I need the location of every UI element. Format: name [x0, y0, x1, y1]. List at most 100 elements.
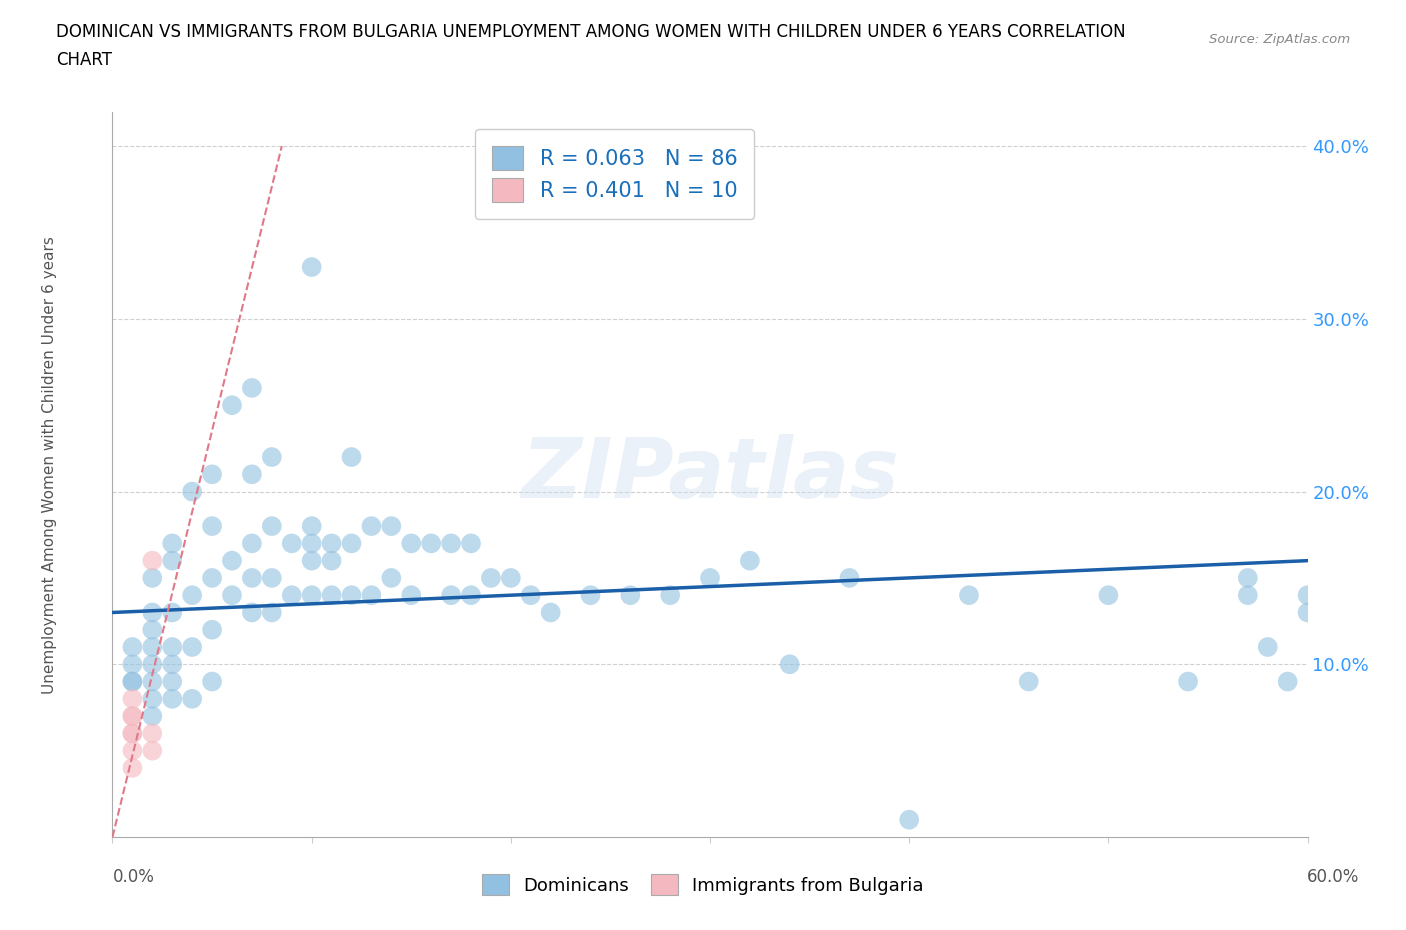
Point: [779, 657, 801, 671]
Point: [1177, 674, 1199, 689]
Text: Unemployment Among Women with Children Under 6 years: Unemployment Among Women with Children U…: [42, 236, 56, 694]
Point: [301, 588, 323, 603]
Point: [121, 691, 143, 706]
Point: [201, 467, 224, 482]
Point: [121, 674, 143, 689]
Point: [420, 536, 443, 551]
Point: [162, 640, 183, 655]
Point: [141, 553, 163, 568]
Point: [321, 536, 343, 551]
Point: [121, 726, 143, 741]
Point: [440, 536, 463, 551]
Point: [141, 726, 163, 741]
Point: [479, 570, 502, 585]
Point: [141, 709, 163, 724]
Point: [141, 605, 163, 620]
Point: [121, 657, 143, 671]
Point: [1237, 570, 1260, 585]
Point: [181, 640, 204, 655]
Legend: Dominicans, Immigrants from Bulgaria: Dominicans, Immigrants from Bulgaria: [472, 865, 934, 904]
Point: [221, 588, 243, 603]
Point: [360, 588, 382, 603]
Point: [141, 622, 163, 637]
Point: [838, 570, 860, 585]
Point: [321, 553, 343, 568]
Point: [260, 449, 283, 464]
Point: [380, 519, 402, 534]
Point: [221, 553, 243, 568]
Point: [141, 691, 163, 706]
Point: [540, 605, 562, 620]
Point: [957, 588, 980, 603]
Point: [240, 380, 263, 395]
Text: CHART: CHART: [56, 51, 112, 69]
Text: Source: ZipAtlas.com: Source: ZipAtlas.com: [1209, 33, 1350, 46]
Point: [380, 570, 402, 585]
Point: [201, 519, 224, 534]
Point: [121, 726, 143, 741]
Point: [499, 570, 522, 585]
Point: [240, 570, 263, 585]
Point: [260, 570, 283, 585]
Point: [520, 588, 543, 603]
Point: [141, 674, 163, 689]
Point: [181, 588, 204, 603]
Point: [440, 588, 463, 603]
Point: [162, 553, 183, 568]
Point: [301, 553, 323, 568]
Point: [121, 674, 143, 689]
Point: [162, 536, 183, 551]
Point: [281, 536, 304, 551]
Point: [301, 259, 323, 274]
Point: [240, 467, 263, 482]
Point: [619, 588, 641, 603]
Point: [301, 519, 323, 534]
Point: [401, 536, 423, 551]
Point: [898, 812, 921, 827]
Point: [162, 691, 183, 706]
Point: [121, 640, 143, 655]
Point: [162, 674, 183, 689]
Point: [301, 536, 323, 551]
Point: [141, 743, 163, 758]
Point: [738, 553, 761, 568]
Point: [121, 709, 143, 724]
Point: [221, 398, 243, 413]
Legend: R = 0.063   N = 86, R = 0.401   N = 10: R = 0.063 N = 86, R = 0.401 N = 10: [475, 129, 754, 219]
Point: [579, 588, 602, 603]
Point: [401, 588, 423, 603]
Point: [181, 485, 204, 499]
Point: [1018, 674, 1040, 689]
Point: [260, 605, 283, 620]
Point: [141, 657, 163, 671]
Point: [1237, 588, 1260, 603]
Point: [201, 570, 224, 585]
Point: [1296, 588, 1319, 603]
Point: [201, 622, 224, 637]
Point: [121, 761, 143, 776]
Point: [340, 449, 363, 464]
Point: [340, 588, 363, 603]
Text: 0.0%: 0.0%: [112, 868, 155, 885]
Point: [1296, 605, 1319, 620]
Point: [360, 519, 382, 534]
Point: [162, 657, 183, 671]
Point: [460, 588, 482, 603]
Point: [460, 536, 482, 551]
Point: [121, 709, 143, 724]
Point: [1277, 674, 1299, 689]
Text: 60.0%: 60.0%: [1306, 868, 1360, 885]
Point: [201, 674, 224, 689]
Point: [281, 588, 304, 603]
Point: [181, 691, 204, 706]
Point: [121, 743, 143, 758]
Text: DOMINICAN VS IMMIGRANTS FROM BULGARIA UNEMPLOYMENT AMONG WOMEN WITH CHILDREN UND: DOMINICAN VS IMMIGRANTS FROM BULGARIA UN…: [56, 23, 1126, 41]
Text: ZIPatlas: ZIPatlas: [522, 433, 898, 515]
Point: [1097, 588, 1119, 603]
Point: [141, 640, 163, 655]
Point: [260, 519, 283, 534]
Point: [321, 588, 343, 603]
Point: [340, 536, 363, 551]
Point: [141, 570, 163, 585]
Point: [240, 605, 263, 620]
